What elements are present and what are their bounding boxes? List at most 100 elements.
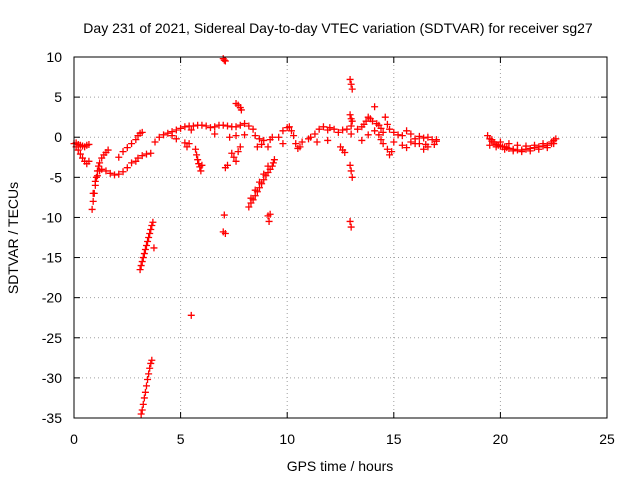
data-point [138,152,146,160]
data-point [371,127,379,135]
data-point [319,123,327,131]
data-point [230,153,238,161]
data-point [146,364,154,372]
data-point [128,159,136,167]
data-point [185,140,193,148]
x-tick-label: 20 [493,431,509,447]
data-points [70,55,560,418]
data-point [264,162,272,170]
data-point [315,125,323,133]
data-point [346,111,354,119]
data-point [347,130,355,138]
data-point [346,75,354,83]
data-point [219,121,227,129]
data-point [138,406,146,414]
data-point [147,359,155,367]
data-point [220,211,228,219]
data-point [526,147,534,155]
data-point [347,167,355,175]
data-point [253,143,261,151]
data-point [390,138,398,146]
data-point [270,156,278,164]
data-point [326,124,334,132]
data-point [255,178,263,186]
data-point [386,125,394,133]
y-axis-label: SDTVAR / TECUs [5,182,21,294]
data-point [398,132,406,140]
y-tick-label: 5 [54,89,62,105]
data-point [311,130,319,138]
data-point [139,254,147,262]
data-point [258,140,266,148]
data-point [292,140,300,148]
data-point [192,145,200,153]
data-point [377,124,385,132]
data-point [140,250,148,258]
data-point [211,130,219,138]
data-point [146,229,154,237]
x-tick-label: 0 [70,431,78,447]
data-point [260,170,268,178]
data-point [195,160,203,168]
data-point [91,177,99,185]
data-point [211,123,219,131]
data-point [505,140,513,148]
data-point [241,120,249,128]
data-point [160,131,168,139]
data-point [245,122,253,130]
data-point [189,122,197,130]
data-point [134,154,142,162]
data-point [147,225,155,233]
y-tick-label: -15 [42,250,62,266]
y-tick-label: -30 [42,370,62,386]
data-point [269,159,277,167]
data-point [137,410,145,418]
data-point [347,80,355,88]
data-point [145,370,153,378]
x-tick-label: 5 [177,431,185,447]
data-point [136,266,144,274]
data-point [486,141,494,149]
data-point [390,128,398,136]
data-point [522,142,530,150]
data-point [249,125,257,133]
data-point [241,131,249,139]
data-point [264,143,272,151]
data-point [164,129,172,137]
data-point [172,135,180,143]
plot-frame [73,56,608,419]
data-point [379,140,387,148]
data-point [138,258,146,266]
data-point [142,150,150,158]
data-point [221,57,229,65]
data-point [234,148,242,156]
x-tick-label: 10 [279,431,295,447]
data-point [123,144,131,152]
data-point [181,123,189,131]
data-point [228,149,236,157]
data-point [279,127,287,135]
data-point [377,136,385,144]
data-point [548,138,556,146]
x-tick-label: 15 [386,431,402,447]
data-point [543,144,551,152]
data-point [140,394,148,402]
data-point [285,123,293,131]
data-point [138,128,146,136]
data-point [420,134,428,142]
data-point [93,172,101,180]
data-point [106,169,114,177]
data-point [383,145,391,153]
data-point [137,262,145,270]
data-point [358,136,366,144]
x-axis-label: GPS time / hours [287,458,394,474]
data-point [193,151,201,159]
data-point [144,238,152,246]
data-point [348,117,356,125]
data-point [531,141,539,149]
data-point [85,140,93,148]
data-point [279,140,287,148]
data-point [513,141,521,149]
